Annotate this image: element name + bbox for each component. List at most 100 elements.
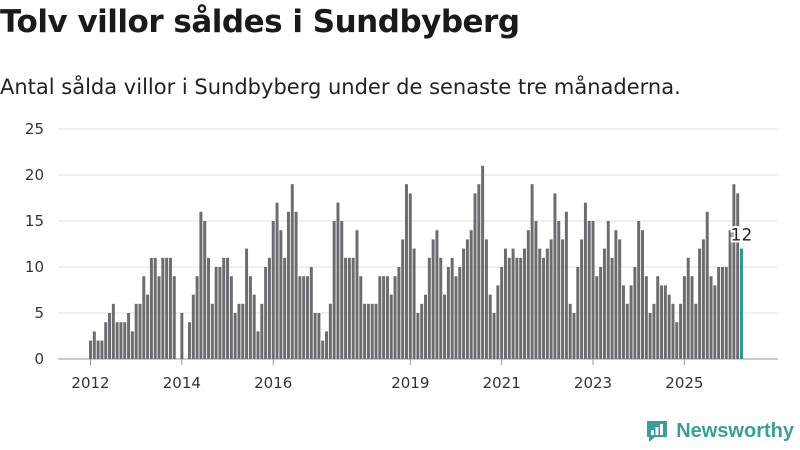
bar xyxy=(237,303,241,359)
bar xyxy=(446,267,450,359)
bar xyxy=(465,239,469,359)
bar xyxy=(412,248,416,359)
y-tick-label: 5 xyxy=(34,304,44,322)
bar xyxy=(462,248,466,359)
bar xyxy=(618,239,622,359)
bar xyxy=(599,267,603,359)
bar xyxy=(435,230,439,359)
bar xyxy=(698,248,702,359)
bar xyxy=(519,257,523,359)
bar xyxy=(401,239,405,359)
bar xyxy=(382,276,386,359)
bar xyxy=(728,230,732,359)
bar xyxy=(366,303,370,359)
bar xyxy=(298,276,302,359)
bar xyxy=(656,276,660,359)
bar xyxy=(115,322,119,359)
bar xyxy=(591,221,595,359)
bar xyxy=(534,221,538,359)
bar xyxy=(484,239,488,359)
bar xyxy=(458,267,462,359)
bar xyxy=(610,257,614,359)
bar xyxy=(374,303,378,359)
bar xyxy=(545,248,549,359)
bar xyxy=(511,248,515,359)
bar xyxy=(481,165,485,359)
bar xyxy=(644,276,648,359)
x-tick-label: 2016 xyxy=(254,374,292,392)
bar xyxy=(286,211,290,359)
bar xyxy=(207,257,211,359)
y-tick-label: 20 xyxy=(25,166,44,184)
bar xyxy=(629,285,633,359)
bar xyxy=(332,221,336,359)
bar xyxy=(614,230,618,359)
x-tick-label: 2023 xyxy=(574,374,612,392)
bar xyxy=(625,303,629,359)
bar xyxy=(523,248,526,359)
bar xyxy=(222,257,226,359)
bar xyxy=(690,276,694,359)
bar xyxy=(675,322,679,359)
bar xyxy=(602,248,606,359)
bar xyxy=(218,267,222,359)
bar xyxy=(264,267,268,359)
bar xyxy=(127,313,131,359)
bar xyxy=(454,276,458,359)
bar xyxy=(595,276,599,359)
bar xyxy=(663,285,667,359)
bar xyxy=(248,276,252,359)
bar xyxy=(709,276,713,359)
bar xyxy=(294,211,298,359)
bar xyxy=(351,257,355,359)
bar xyxy=(344,257,348,359)
bar xyxy=(538,248,542,359)
bar xyxy=(660,285,664,359)
bar xyxy=(641,230,645,359)
bar xyxy=(667,294,671,359)
x-tick-label: 2012 xyxy=(71,374,109,392)
bar xyxy=(439,257,443,359)
bar xyxy=(306,276,309,359)
bar xyxy=(420,303,424,359)
bar xyxy=(267,257,271,359)
bar xyxy=(580,239,584,359)
bar xyxy=(469,230,473,359)
bar xyxy=(203,221,207,359)
bar xyxy=(576,267,580,359)
bar xyxy=(256,331,260,359)
bar xyxy=(473,193,477,359)
bar xyxy=(553,193,557,359)
bar xyxy=(583,202,587,359)
bar xyxy=(134,303,138,359)
bar xyxy=(633,267,637,359)
bar xyxy=(424,294,428,359)
bar xyxy=(252,294,256,359)
bar xyxy=(130,331,134,359)
bar xyxy=(736,193,740,359)
bar xyxy=(572,313,576,359)
bar xyxy=(161,257,165,359)
bar xyxy=(621,285,625,359)
bar xyxy=(172,276,176,359)
bar xyxy=(488,294,492,359)
bar xyxy=(701,239,705,359)
bar xyxy=(347,257,351,359)
brand-name: Newsworthy xyxy=(676,419,794,442)
bar xyxy=(191,294,195,359)
bar xyxy=(325,331,329,359)
bar xyxy=(500,267,504,359)
bar xyxy=(694,303,698,359)
bar xyxy=(492,313,496,359)
bar xyxy=(241,303,245,359)
bar xyxy=(355,230,359,359)
bar xyxy=(507,257,511,359)
bar xyxy=(328,303,332,359)
bar xyxy=(321,340,325,359)
bar xyxy=(157,276,161,359)
bar xyxy=(96,340,100,359)
bar xyxy=(313,313,317,359)
bar xyxy=(119,322,123,359)
x-tick-label: 2025 xyxy=(665,374,703,392)
